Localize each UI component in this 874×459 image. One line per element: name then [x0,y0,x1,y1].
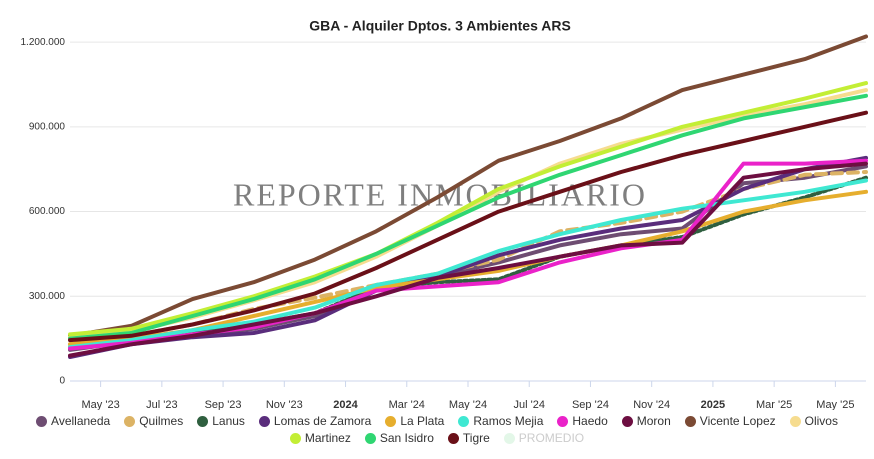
x-tick-label: Sep '23 [205,399,242,410]
x-tick-label: Mar '25 [756,399,792,410]
legend-label: Lanus [212,414,245,428]
x-tick-label: 2025 [701,399,725,410]
legend-item[interactable]: San Isidro [364,431,434,445]
legend-marker [36,415,48,427]
legend-marker [289,432,301,444]
y-tick-label: 300.000 [29,291,66,302]
legend-marker [684,415,696,427]
legend-label: Avellaneda [51,414,111,428]
legend-marker [385,415,397,427]
legend-item[interactable]: Moron [621,414,671,428]
legend-marker [124,415,136,427]
series-line [68,155,868,359]
legend-marker [458,415,470,427]
series-line [68,161,868,358]
legend-label: Vicente Lopez [699,414,776,428]
legend-marker [503,432,515,444]
legend: Avellaneda Quilmes Lanus Lomas de Zamora La … [10,414,864,445]
legend-item[interactable]: Avellaneda [36,414,110,428]
y-tick-label: 900.000 [29,121,66,132]
legend-label: Olivos [804,414,838,428]
legend-label: La Plata [400,414,445,428]
x-tick-label: May '25 [816,399,854,410]
legend-label: Lomas de Zamora [273,414,372,428]
x-tick-label: Nov '24 [633,399,670,410]
x-tick-label: May '23 [82,399,120,410]
legend-item[interactable]: Ramos Mejia [458,414,543,428]
legend-item[interactable]: Lanus [197,414,245,428]
x-tick-label: Mar '24 [389,399,425,410]
x-tick-label: Nov '23 [266,399,303,410]
x-tick-label: Jul '23 [146,399,177,410]
legend-item[interactable]: Haedo [557,414,608,428]
legend-marker [621,415,633,427]
legend-item[interactable]: Martinez [289,431,351,445]
legend-item[interactable]: Lomas de Zamora [258,414,372,428]
legend-label: Quilmes [139,414,184,428]
x-tick-label: Sep '24 [572,399,609,410]
legend-item[interactable]: Olivos [789,414,838,428]
legend-item[interactable]: La Plata [385,414,444,428]
series-line [68,110,868,343]
series-line [68,34,868,338]
legend-marker [789,415,801,427]
legend-label: Martinez [304,431,351,445]
legend-item[interactable]: Quilmes [124,414,183,428]
legend-item[interactable]: PROMEDIO [503,431,585,445]
legend-marker [447,432,459,444]
legend-item[interactable]: Vicente Lopez [684,414,776,428]
legend-label: Moron [636,414,671,428]
y-tick-label: 1.200.000 [21,37,66,48]
legend-label: Haedo [572,414,608,428]
y-tick-label: 0 [59,376,65,387]
series-line [68,93,868,341]
series-line [68,81,868,337]
legend-label: Tigre [462,431,490,445]
legend-label: PROMEDIO [518,431,585,445]
x-tick-label: Jul '24 [514,399,545,410]
legend-item[interactable]: Tigre [447,431,490,445]
x-tick-label: 2024 [333,399,358,410]
legend-marker [197,415,209,427]
legend-marker [258,415,270,427]
legend-marker [364,432,376,444]
y-tick-label: 600.000 [29,206,66,217]
series-line [68,178,868,350]
x-tick-label: May '24 [449,399,487,410]
legend-marker [557,415,569,427]
legend-label: Ramos Mejia [473,414,544,428]
chart: GBA - Alquiler Dptos. 3 Ambientes ARS RE… [21,18,868,411]
chart-title: GBA - Alquiler Dptos. 3 Ambientes ARS [309,18,571,34]
legend-label: San Isidro [379,431,434,445]
